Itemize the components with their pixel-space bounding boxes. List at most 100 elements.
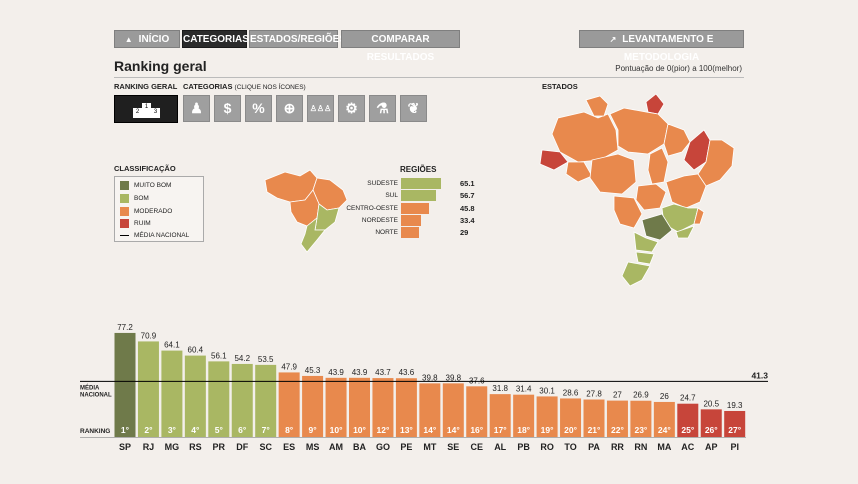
- value-label: 54.2: [234, 354, 250, 363]
- state-go: [635, 183, 667, 211]
- bar-se: [442, 383, 464, 437]
- value-label: 47.9: [281, 362, 297, 371]
- bar-ba: [349, 377, 370, 437]
- state-label: PI: [730, 442, 739, 452]
- rank-label: 3°: [168, 425, 177, 435]
- state-rr: [585, 95, 609, 117]
- bar-pb: [513, 394, 535, 437]
- states-map[interactable]: [538, 90, 748, 290]
- bar-al: [489, 394, 511, 437]
- state-nordeste-coast: [697, 139, 735, 187]
- gears-icon[interactable]: ⚙: [338, 95, 365, 122]
- rank-label: 16°: [470, 425, 483, 435]
- legend-item: MODERADO: [120, 207, 172, 216]
- region-bar: [401, 227, 419, 239]
- region-label: NORTE: [375, 229, 398, 237]
- state-ac: [539, 149, 569, 171]
- state-es: [693, 207, 705, 225]
- state-label: RN: [634, 442, 647, 452]
- state-label: GO: [376, 442, 390, 452]
- rank-label: 20°: [564, 425, 577, 435]
- bar-pa: [583, 399, 605, 437]
- bar-rn: [630, 400, 652, 437]
- state-label: CE: [470, 442, 483, 452]
- dollar-icon[interactable]: $: [214, 95, 241, 122]
- state-label: RR: [611, 442, 624, 452]
- value-label: 37.6: [469, 376, 485, 385]
- state-pr: [633, 231, 659, 253]
- bar-go: [372, 378, 394, 437]
- state-label: MT: [423, 442, 436, 452]
- rank-label: 22°: [611, 425, 624, 435]
- rank-label: 5°: [215, 425, 224, 435]
- value-label: 28.6: [563, 388, 579, 397]
- region-sul: [300, 217, 326, 253]
- region-value: 65.1: [460, 179, 475, 188]
- state-label: SE: [447, 442, 459, 452]
- regions-map[interactable]: [255, 160, 355, 260]
- rank-label: 21°: [588, 425, 601, 435]
- state-label: TO: [564, 442, 576, 452]
- podium-first: 1: [142, 103, 151, 118]
- bar-rj: [137, 341, 159, 437]
- bar-rs: [184, 355, 206, 437]
- rank-label: 4°: [191, 425, 200, 435]
- title-divider: [114, 77, 744, 78]
- rank-label: 10°: [353, 425, 366, 435]
- value-label: 43.6: [399, 368, 415, 377]
- bar-ro: [536, 396, 558, 437]
- value-label: 39.8: [446, 373, 462, 382]
- state-rj: [675, 225, 695, 239]
- bar-mg: [161, 350, 183, 437]
- rank-label: 9°: [309, 425, 318, 435]
- person-icon[interactable]: ♟: [183, 95, 210, 122]
- region-bar: [401, 178, 441, 189]
- comparar-resultados-tab[interactable]: COMPARAR RESULTADOS: [341, 30, 460, 63]
- region-value: 56.7: [460, 191, 475, 201]
- legend-item: BOM: [120, 194, 149, 203]
- state-label: RS: [189, 442, 202, 452]
- score-note: Pontuação de 0(pior) a 100(melhor): [615, 64, 742, 73]
- rank-label: 24°: [658, 425, 671, 435]
- bar-ce: [466, 386, 488, 437]
- value-label: 27: [613, 391, 622, 400]
- state-ba: [665, 173, 707, 209]
- bar-mt: [419, 383, 441, 437]
- estados-regioes-tab[interactable]: ESTADOS/REGIÕES: [249, 30, 346, 48]
- rank-label: 23°: [634, 425, 647, 435]
- value-label: 43.9: [352, 368, 368, 377]
- bar-ms: [302, 375, 324, 437]
- state-sc: [635, 251, 655, 265]
- bar-ap: [700, 409, 722, 437]
- rank-label: 2°: [144, 425, 153, 435]
- bar-df: [231, 363, 253, 437]
- bar-pi: [724, 410, 746, 437]
- arrow-up-icon: ▲: [124, 35, 133, 44]
- ranking-row-label: RANKING: [80, 428, 110, 435]
- levantamento-button[interactable]: ↗ LEVANTAMENTO E METODOLOGIA: [579, 30, 744, 63]
- ranking-geral-button[interactable]: 2 1 3: [114, 95, 178, 123]
- categorias-tab[interactable]: CATEGORIAS: [182, 30, 249, 48]
- state-label: MA: [657, 442, 671, 452]
- value-label: 45.3: [305, 366, 321, 375]
- value-label: 53.5: [258, 355, 274, 364]
- region-bar: [401, 190, 436, 202]
- rank-label: 6°: [238, 425, 247, 435]
- flask-icon[interactable]: ⚗: [369, 95, 396, 122]
- value-label: 31.8: [492, 384, 508, 393]
- state-sp: [641, 213, 673, 241]
- state-ap: [645, 93, 665, 115]
- globe-icon[interactable]: ⊕: [276, 95, 303, 122]
- region-label: SUL: [385, 192, 398, 200]
- percent-icon[interactable]: %: [245, 95, 272, 122]
- people-icon[interactable]: ♙♙♙: [307, 95, 334, 122]
- average-label: MÉDIA: [80, 383, 100, 391]
- leaf-icon[interactable]: ❦: [400, 95, 427, 122]
- bar-ma: [653, 401, 675, 437]
- bar-am: [325, 377, 347, 437]
- state-label: SP: [119, 442, 131, 452]
- state-label: AC: [681, 442, 694, 452]
- value-label: 56.1: [211, 351, 227, 360]
- inicio-button[interactable]: ▲ INÍCIO: [114, 30, 180, 48]
